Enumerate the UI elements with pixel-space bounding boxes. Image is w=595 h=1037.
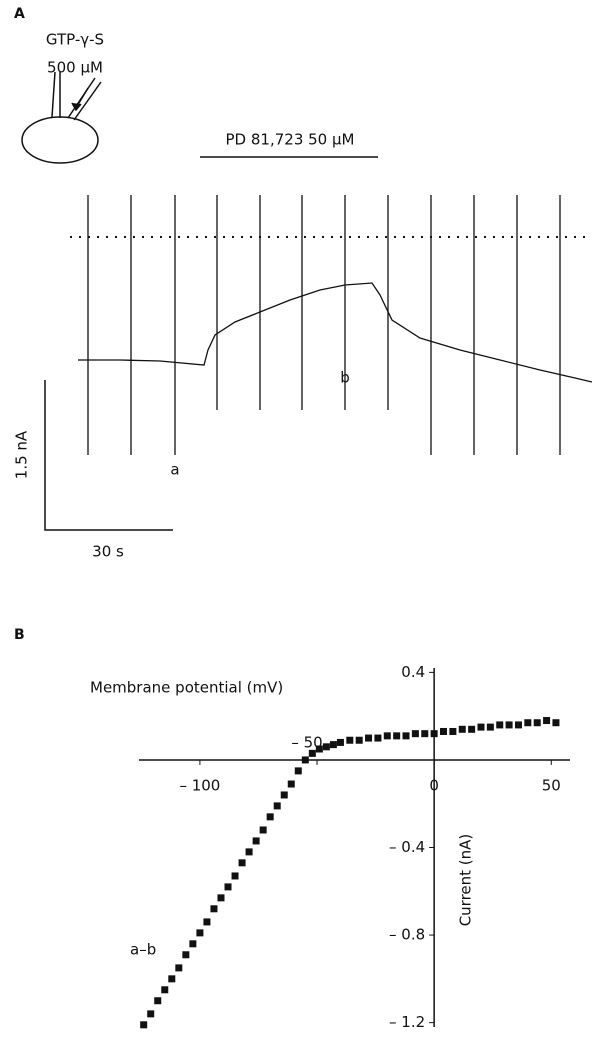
point-label: a: [170, 461, 179, 479]
data-point: [287, 780, 295, 788]
data-point: [440, 727, 448, 735]
x-tick-label: 50: [542, 776, 561, 794]
data-point: [355, 736, 363, 744]
panel-label: B: [14, 627, 25, 643]
data-point: [346, 736, 354, 744]
data-point: [329, 741, 337, 749]
data-point: [217, 894, 225, 902]
data-point: [210, 905, 218, 913]
data-point: [161, 986, 169, 994]
data-point: [383, 732, 391, 740]
data-point: [245, 848, 253, 856]
annotation: a–b: [130, 941, 156, 959]
data-point: [411, 730, 419, 738]
data-point: [543, 717, 551, 725]
data-point: [365, 734, 373, 742]
x-tick-label: – 100: [179, 776, 220, 794]
data-point: [477, 723, 485, 731]
data-point: [421, 730, 429, 738]
x-axis-label: Membrane potential (mV): [90, 679, 283, 697]
data-point: [301, 756, 309, 764]
y-axis-label: Current (nA): [457, 834, 475, 927]
current-trace: [78, 282, 593, 383]
data-point: [486, 723, 494, 731]
point-label: b: [340, 369, 350, 387]
data-point: [280, 791, 288, 799]
data-point: [182, 951, 190, 959]
data-point: [154, 997, 162, 1005]
data-point: [458, 725, 466, 733]
data-point: [266, 813, 274, 821]
data-point: [273, 802, 281, 810]
data-point: [168, 975, 176, 983]
data-point: [449, 727, 457, 735]
data-point: [393, 732, 401, 740]
drug-label: PD 81,723 50 μM: [226, 131, 355, 149]
data-point: [336, 738, 344, 746]
data-point: [231, 872, 239, 880]
data-point: [374, 734, 382, 742]
data-point: [402, 732, 410, 740]
data-point: [430, 730, 438, 738]
data-point: [175, 964, 183, 972]
y-tick-label: 0.4: [401, 663, 425, 681]
scale-label: 1.5 nA: [13, 430, 31, 479]
data-point: [238, 859, 246, 867]
data-point: [189, 940, 197, 948]
scale-label: 30 s: [92, 543, 124, 561]
panel-label: A: [14, 6, 25, 22]
data-point: [203, 918, 211, 926]
data-point: [294, 767, 302, 775]
ramp-spikes: [87, 195, 561, 455]
data-point: [533, 719, 541, 727]
data-point: [224, 883, 232, 891]
data-point: [259, 826, 267, 834]
data-point: [468, 725, 476, 733]
data-point: [496, 721, 504, 729]
y-tick-label: – 0.8: [389, 926, 425, 944]
data-point: [140, 1021, 148, 1029]
data-point: [552, 719, 560, 727]
y-tick-label: – 1.2: [389, 1013, 425, 1031]
y-tick-label: – 0.4: [389, 838, 425, 856]
x-tick-label: 0: [429, 776, 439, 794]
data-point: [322, 743, 330, 751]
x-tick-label: – 50: [291, 733, 322, 751]
scale-bar: [44, 380, 173, 531]
data-point: [524, 719, 532, 727]
agent-label: GTP-γ-S: [46, 31, 104, 49]
data-point: [196, 929, 204, 937]
agent-conc: 500 μM: [47, 59, 103, 77]
data-point: [514, 721, 522, 729]
data-point: [308, 749, 316, 757]
cell-drawing: [21, 71, 102, 164]
data-point: [252, 837, 260, 845]
data-point: [505, 721, 513, 729]
data-point: [147, 1010, 155, 1018]
data-point: [315, 745, 323, 753]
